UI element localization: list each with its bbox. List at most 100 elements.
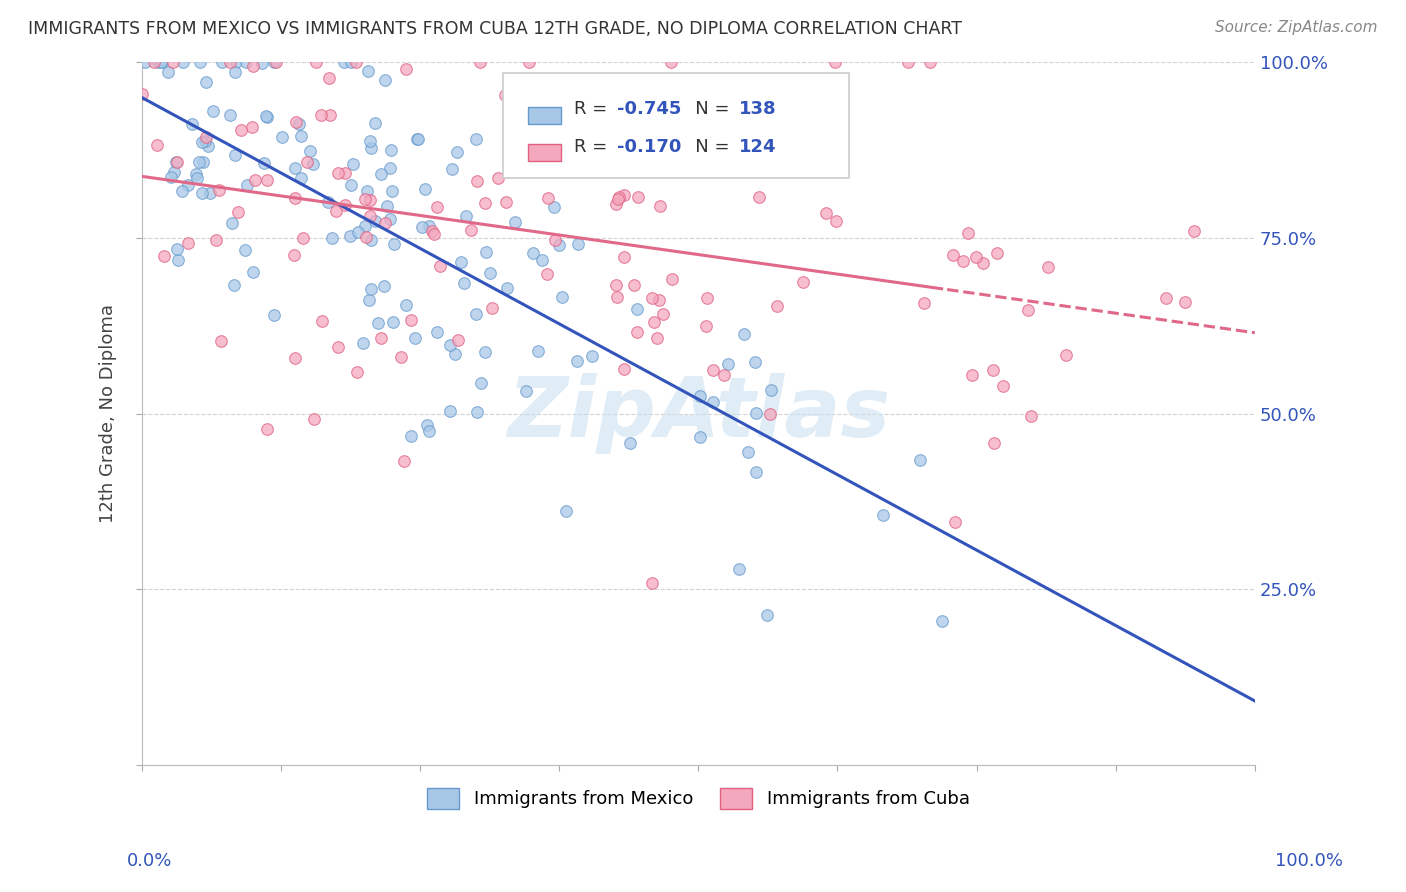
Point	[554, 504, 576, 518]
Point	[163, 165, 186, 179]
Point	[318, 195, 340, 210]
Point	[1054, 348, 1077, 362]
Point	[872, 508, 894, 523]
Point	[418, 425, 440, 439]
Point	[640, 291, 662, 305]
Point	[505, 215, 527, 229]
Point	[439, 403, 461, 417]
Point	[146, 55, 169, 70]
Point	[960, 368, 983, 383]
Point	[287, 116, 309, 130]
FancyBboxPatch shape	[527, 144, 561, 161]
Point	[134, 55, 156, 70]
Point	[380, 212, 402, 227]
Point	[661, 271, 683, 285]
Point	[165, 155, 187, 169]
Point	[453, 277, 475, 291]
Point	[626, 326, 648, 340]
Point	[191, 186, 214, 200]
Point	[172, 55, 194, 70]
Point	[284, 190, 307, 204]
Point	[420, 224, 443, 238]
Point	[399, 312, 422, 326]
Legend: Immigrants from Mexico, Immigrants from Cuba: Immigrants from Mexico, Immigrants from …	[419, 780, 977, 816]
Point	[607, 190, 630, 204]
Point	[589, 100, 612, 114]
Point	[465, 307, 488, 321]
Point	[235, 178, 257, 192]
Point	[908, 453, 931, 467]
Point	[195, 75, 218, 89]
Point	[737, 445, 759, 459]
Point	[252, 55, 274, 70]
Point	[370, 331, 392, 345]
Point	[233, 243, 256, 257]
Point	[814, 205, 837, 219]
Point	[374, 73, 396, 87]
Point	[613, 187, 636, 202]
Point	[256, 173, 278, 187]
Point	[619, 436, 641, 450]
Point	[146, 137, 169, 152]
Point	[565, 354, 588, 368]
Point	[166, 154, 188, 169]
Point	[931, 614, 953, 628]
Point	[292, 231, 315, 245]
Point	[517, 55, 540, 70]
Point	[530, 253, 553, 268]
Point	[131, 87, 153, 101]
Point	[981, 363, 1004, 377]
Point	[1019, 409, 1042, 424]
Point	[346, 226, 368, 240]
Point	[465, 405, 488, 419]
Point	[695, 319, 717, 334]
Point	[184, 168, 207, 182]
Point	[755, 607, 778, 622]
Point	[166, 242, 188, 256]
Point	[228, 205, 250, 219]
Point	[375, 198, 398, 212]
Point	[354, 230, 377, 244]
Point	[986, 246, 1008, 260]
Point	[364, 214, 387, 228]
FancyBboxPatch shape	[527, 107, 561, 124]
Point	[1173, 295, 1195, 310]
Point	[240, 120, 263, 134]
Point	[411, 219, 433, 234]
Point	[824, 214, 846, 228]
Point	[284, 114, 307, 128]
Point	[744, 406, 766, 420]
Point	[470, 55, 492, 70]
Point	[543, 200, 565, 214]
Point	[991, 379, 1014, 393]
Point	[381, 184, 404, 198]
Point	[352, 335, 374, 350]
Point	[681, 136, 703, 150]
Point	[283, 247, 305, 261]
Point	[672, 159, 695, 173]
Point	[623, 277, 645, 292]
Point	[229, 122, 252, 136]
Point	[235, 55, 257, 70]
Point	[301, 157, 323, 171]
Point	[150, 55, 173, 70]
Point	[425, 201, 447, 215]
Point	[359, 209, 381, 223]
Point	[295, 155, 318, 169]
Point	[759, 407, 782, 421]
Point	[696, 291, 718, 305]
Point	[648, 199, 671, 213]
Point	[505, 98, 527, 112]
Point	[983, 436, 1005, 450]
Point	[311, 314, 333, 328]
Point	[201, 103, 224, 118]
Point	[401, 428, 423, 442]
Point	[499, 152, 522, 166]
Point	[380, 144, 402, 158]
Point	[242, 265, 264, 279]
Point	[340, 55, 363, 70]
Point	[360, 282, 382, 296]
Point	[744, 355, 766, 369]
Point	[605, 277, 627, 292]
Point	[321, 231, 343, 245]
